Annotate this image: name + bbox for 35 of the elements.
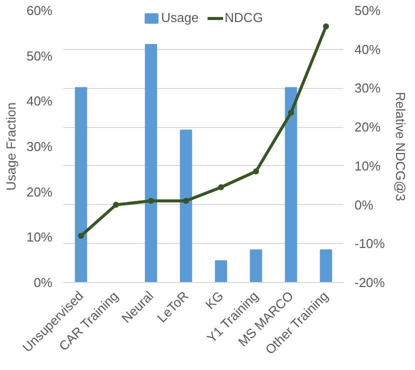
y2-axis-title: Relative NDCG@3	[392, 92, 408, 202]
y-tick-label: 40%	[26, 94, 53, 109]
legend-label: NDCG	[224, 10, 263, 25]
y2-tick-label: 40%	[354, 42, 381, 57]
bar	[74, 87, 88, 282]
y2-tick-label: 10%	[354, 158, 381, 174]
y-tick-label: 10%	[26, 230, 53, 245]
x-tick-label: KG	[202, 288, 226, 312]
point	[78, 232, 84, 239]
y-tick-label: 50%	[26, 48, 53, 64]
y-tick-label: 20%	[26, 184, 53, 200]
y-tick-label: 60%	[26, 3, 53, 18]
y2-tick-label: 30%	[354, 80, 381, 96]
y-axis-title: Usage Fraction	[3, 102, 18, 191]
bar	[284, 87, 298, 282]
point	[323, 23, 329, 30]
bar	[180, 130, 192, 282]
bar	[144, 44, 158, 282]
legend-label: Usage	[161, 10, 199, 25]
point	[288, 110, 294, 116]
bar	[320, 249, 332, 282]
bar	[250, 249, 262, 282]
y2-tick-label: 0%	[354, 197, 374, 212]
y2-tick-label: 20%	[354, 120, 381, 135]
point	[148, 198, 154, 204]
y2-tick-label: -20%	[354, 275, 386, 290]
y2-tick-label: 50%	[354, 3, 381, 18]
y-tick-label: 0%	[34, 275, 53, 290]
point	[253, 168, 259, 174]
point	[183, 198, 189, 204]
point	[113, 202, 119, 208]
y2-tick-label: -10%	[354, 236, 386, 252]
bar	[214, 260, 228, 282]
y-tick-label: 30%	[26, 139, 53, 154]
point	[218, 184, 224, 190]
